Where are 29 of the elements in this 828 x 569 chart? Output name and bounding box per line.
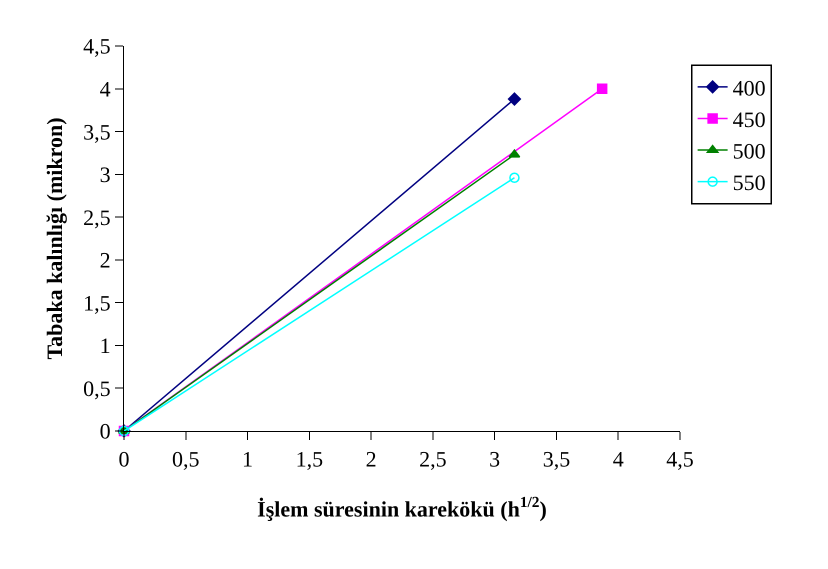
point bbox=[509, 172, 520, 184]
y-axis-title: Tabaka kalınlığı (mikron) bbox=[42, 117, 67, 360]
legend-label: 550 bbox=[732, 170, 766, 196]
y-tick-label: 0 bbox=[100, 418, 111, 444]
y-tick-label: 4 bbox=[100, 76, 111, 102]
x-tick-label: 3 bbox=[489, 446, 500, 472]
point bbox=[508, 92, 522, 106]
x-tick-label: 2,5 bbox=[419, 446, 447, 472]
y-tick-label: 4,5 bbox=[83, 34, 111, 59]
y-tick-label: 3,5 bbox=[83, 119, 111, 144]
x-axis-title: İşlem süresinin karekökü (h$^{1/2}$) bbox=[257, 494, 547, 522]
y-tick-label: 1,5 bbox=[83, 290, 111, 316]
x-tick-label: 4 bbox=[612, 446, 624, 472]
x-tick-label: 1 bbox=[242, 446, 254, 472]
x-tick-label: 0 bbox=[118, 446, 130, 472]
x-tick-label: 1,5 bbox=[296, 446, 324, 472]
legend-label: 400 bbox=[732, 75, 766, 100]
legend-label: 500 bbox=[732, 138, 766, 164]
x-tick-label: 0,5 bbox=[172, 446, 200, 472]
x-tick-label: 4,5 bbox=[666, 446, 694, 472]
y-tick-label: 1 bbox=[100, 333, 111, 358]
x-tick-label: 2 bbox=[366, 446, 377, 472]
y-tick-label: 2 bbox=[100, 248, 111, 273]
point bbox=[596, 84, 608, 94]
legend-label: 450 bbox=[732, 107, 766, 132]
y-tick-label: 3 bbox=[100, 162, 111, 188]
y-tick-label: 2,5 bbox=[83, 204, 111, 230]
x-tick-label: 3,5 bbox=[542, 446, 570, 472]
y-tick-label: 0,5 bbox=[83, 376, 111, 401]
